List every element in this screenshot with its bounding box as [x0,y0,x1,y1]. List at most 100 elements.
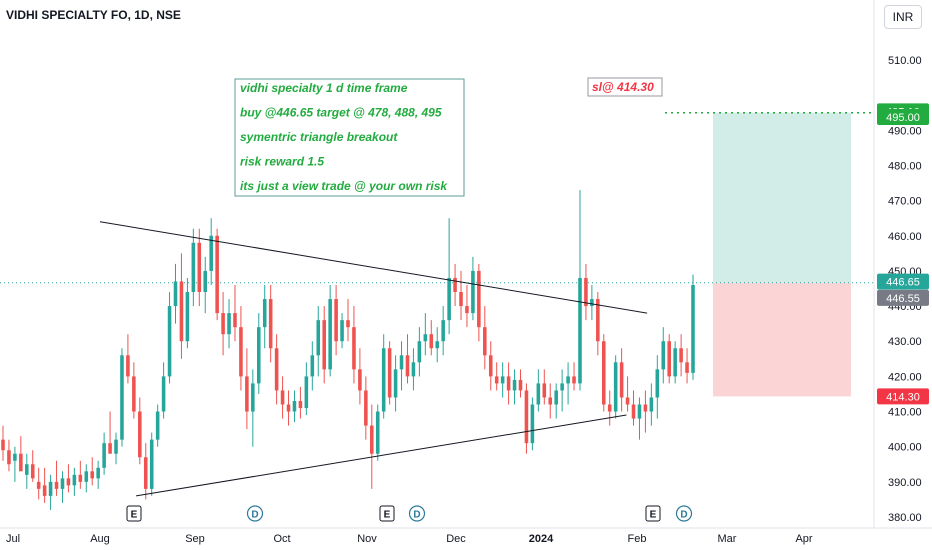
candle-body [649,397,654,412]
candle-body [138,411,142,458]
x-tick-label: Aug [90,533,110,545]
candle-body [143,457,148,489]
earnings-marker[interactable]: E [126,505,142,522]
triangle-lower-trendline[interactable] [136,414,627,497]
candle-body [227,313,231,335]
candle-body [631,404,636,419]
candle-body [233,313,237,328]
x-tick-label: Jul [6,533,20,545]
candle-body [429,334,434,349]
dividend-marker[interactable]: D [246,505,264,522]
candle-body [500,376,505,384]
target-zone[interactable] [713,112,851,283]
candle-body [72,474,77,486]
candle-body [637,404,642,419]
candle-body [221,313,225,335]
candle-body [435,341,440,349]
candle-body [584,277,588,307]
currency-button[interactable]: INR [884,5,922,29]
candle-body [13,453,17,461]
y-tick-label: 400.00 [888,442,922,454]
candle-body [102,443,106,468]
candle-body [578,277,582,384]
annotation-box[interactable]: vidhi specialty 1 d time frame buy @446.6… [234,78,465,197]
candle-body [411,362,416,377]
candle-body [25,464,29,475]
candle-body [334,299,338,342]
dividend-marker-circle [246,505,264,522]
candle-body [524,390,529,444]
candle-body [90,471,95,479]
candle-body [417,341,422,363]
x-tick-label: Feb [628,533,647,545]
candle-body [120,355,124,440]
candle-body [19,453,23,472]
candle-body [30,464,35,479]
candle-body [161,376,166,412]
y-tick-label: 460.00 [888,231,922,243]
y-tick-label: 410.00 [888,407,922,419]
candle-body [7,450,11,465]
candle-body [197,242,202,293]
y-tick-label: 510.00 [888,55,922,67]
candle-body [370,425,374,454]
candle-body [203,270,208,293]
candle-body [96,467,100,479]
candle-body [643,404,648,412]
candle-body [685,362,689,373]
candle-body [572,376,576,384]
candle-body [215,235,219,314]
x-tick-label: Oct [273,533,290,545]
candle-body [245,376,249,412]
candle-body [132,376,136,412]
candle-body [48,481,53,496]
candle-body [619,362,624,398]
candle-body [536,383,541,405]
candle-body [554,390,558,405]
candle-body [126,355,130,377]
price-label-target-bg [877,108,929,125]
candle-body [149,439,154,489]
earnings-marker[interactable]: E [645,505,661,522]
y-tick-label: 390.00 [888,477,922,489]
candle-body [673,348,677,377]
candle-body [262,299,267,328]
y-tick-label: 470.00 [888,196,922,208]
price-label-stop-bg [877,388,929,405]
candle-body [477,270,481,328]
annotation-line: symentric triangle breakout [240,130,398,144]
dividend-marker-label: D [251,510,258,521]
annotation-border [234,78,465,197]
candle-body [328,299,332,370]
candle-body [191,242,196,293]
dividend-marker[interactable]: D [408,505,426,522]
candle-body [316,320,321,356]
triangle-upper-trendline[interactable] [99,221,648,314]
dividend-marker[interactable]: D [675,505,693,522]
x-tick-label: Dec [446,533,466,545]
candle-body [560,383,564,391]
price-label-prev-close: 446.55 [886,293,920,305]
x-tick-label: Apr [795,533,812,545]
candles-group [1,190,695,510]
y-tick-label: 480.00 [888,160,922,172]
stop-loss-note[interactable]: sl@ 414.30 [587,77,663,97]
price-label-last: 446.65 [886,277,920,289]
stop-loss-note-border [587,77,663,97]
candle-body [346,320,350,328]
candle-body [601,341,606,405]
candle-body [352,327,356,370]
x-tick-label: Nov [357,533,377,545]
y-tick-label: 490.00 [888,125,922,137]
earnings-marker-label: E [650,510,657,521]
candle-body [298,400,303,409]
candle-body [423,334,428,342]
stop-zone[interactable] [713,282,851,397]
earnings-marker[interactable]: E [379,505,395,522]
candle-body [274,348,279,391]
candle-body [114,439,118,454]
dividend-marker-label: D [413,510,420,521]
candle-body [84,471,89,482]
candle-body [251,383,255,412]
